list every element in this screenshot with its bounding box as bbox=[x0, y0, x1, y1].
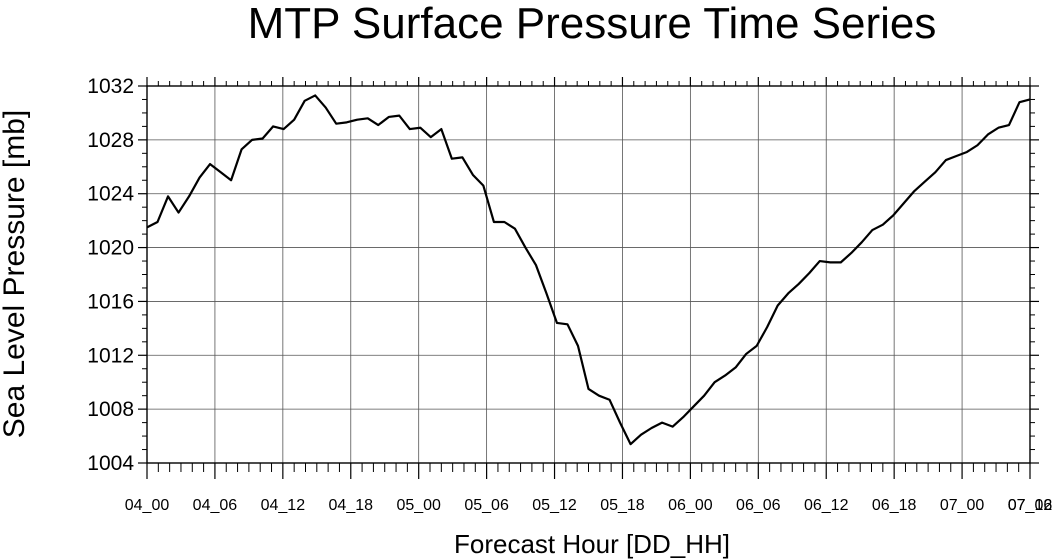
x-tick-label: 07_00 bbox=[940, 497, 985, 514]
y-tick-label: 1004 bbox=[87, 452, 134, 475]
series-line bbox=[146, 94, 1031, 446]
x-tick-label: 06_00 bbox=[668, 497, 713, 514]
x-tick-label: 05_18 bbox=[600, 497, 645, 514]
x-tick-label: 04_06 bbox=[193, 497, 238, 514]
y-tick-label: 1028 bbox=[87, 129, 134, 152]
x-tick-label: 05_00 bbox=[396, 497, 441, 514]
x-tick-label: 06_06 bbox=[736, 497, 781, 514]
y-tick-label: 1012 bbox=[87, 344, 134, 367]
x-tick-label: 07_12 bbox=[1008, 497, 1053, 514]
chart-title: MTP Surface Pressure Time Series bbox=[248, 0, 937, 48]
y-tick-label: 1016 bbox=[87, 290, 134, 313]
x-axis-label: Forecast Hour [DD_HH] bbox=[454, 529, 730, 559]
y-tick-label: 1020 bbox=[87, 237, 134, 260]
grid-lines bbox=[146, 85, 1031, 464]
x-tick-label: 04_12 bbox=[261, 497, 306, 514]
x-tick-label: 04_18 bbox=[329, 497, 374, 514]
x-tick-label: 04_00 bbox=[125, 497, 170, 514]
y-axis-ticks: 1004 1008 1012 1016 1020 1024 1028 1032 bbox=[87, 75, 1039, 475]
y-axis-label: Sea Level Pressure [mb] bbox=[0, 110, 31, 439]
x-tick-label: 05_12 bbox=[532, 497, 577, 514]
y-tick-label: 1032 bbox=[87, 75, 134, 98]
plot-frame bbox=[146, 85, 1031, 464]
x-tick-label: 06_18 bbox=[872, 497, 917, 514]
x-tick-label: 06_12 bbox=[804, 497, 849, 514]
y-tick-label: 1024 bbox=[87, 183, 134, 206]
y-tick-label: 1008 bbox=[87, 398, 134, 421]
x-tick-label: 05_06 bbox=[464, 497, 509, 514]
x-tick-label: 07_06 bbox=[1008, 497, 1053, 514]
x-axis-ticks: 04_00 04_06 04_12 04_18 05_00 05_06 05_12 05_18… bbox=[125, 77, 1053, 514]
